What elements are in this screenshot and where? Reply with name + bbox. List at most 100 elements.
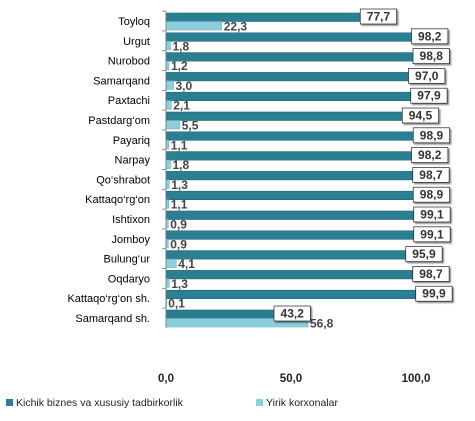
- data-label-series-2: 1,8: [173, 39, 190, 53]
- data-label-box: [415, 285, 453, 302]
- bar-series-2: [165, 258, 177, 268]
- data-label-series-2: 5,5: [182, 119, 199, 133]
- category-label: Ishtixon: [112, 214, 150, 226]
- data-label-series-1: 98,2: [418, 148, 442, 162]
- category-label: Nurobod: [108, 56, 150, 68]
- data-label-series-1: 99,1: [420, 227, 444, 241]
- data-label-series-1: 77,7: [367, 10, 391, 24]
- data-label-box: [411, 147, 449, 163]
- data-label-series-2: 0,9: [170, 237, 187, 251]
- bar-series-2: [165, 199, 170, 209]
- data-label-series-2: 1,8: [173, 158, 190, 172]
- data-label-series-1: 99,1: [420, 208, 444, 222]
- bar-series-2: [165, 179, 170, 189]
- category-label: Kattaqo‘rg‘on: [85, 194, 150, 206]
- category-label: Paxtachi: [108, 95, 150, 107]
- bar-series-1: [165, 230, 415, 240]
- data-label-series-2: 1,3: [171, 178, 188, 192]
- data-label-box: [412, 48, 450, 64]
- bar-series-2: [165, 140, 170, 150]
- data-label-box: [412, 266, 450, 282]
- x-tick-label: 50,0: [280, 373, 302, 385]
- bar-series-1: [165, 91, 412, 101]
- data-label-series-2: 0,1: [168, 297, 185, 311]
- data-label-series-1: 95,9: [412, 247, 436, 261]
- data-label-series-1: 98,7: [419, 168, 443, 182]
- data-label-box: [411, 28, 449, 45]
- data-label-box: [359, 8, 398, 25]
- data-label-series-2: 4,1: [178, 257, 195, 271]
- category-label: Pastdarg‘om: [88, 115, 150, 127]
- data-label-series-1: 98,7: [419, 267, 443, 281]
- data-label-box: [413, 226, 451, 243]
- bar-series-1: [165, 210, 415, 220]
- data-label-box: [412, 127, 451, 144]
- category-label: Samarqand: [93, 75, 150, 87]
- legend-label: Yirik korxonalar: [266, 397, 338, 409]
- legend-swatch: [256, 399, 263, 406]
- data-label-series-1: 98,8: [420, 49, 444, 63]
- bar-series-2: [165, 60, 170, 70]
- data-label-series-2: 1,1: [171, 198, 188, 212]
- data-label-series-1: 98,2: [418, 29, 442, 43]
- bar-series-1: [165, 111, 403, 121]
- bar-series-2: [165, 278, 170, 288]
- category-label: Bulung‘ur: [104, 254, 151, 266]
- data-label-series-1: 97,9: [417, 89, 441, 103]
- data-label-series-2: 56,8: [310, 317, 334, 331]
- category-label: Urgut: [123, 36, 150, 48]
- bar-series-2: [165, 40, 171, 51]
- bar-series-1: [165, 72, 409, 82]
- bar-series-1: [165, 171, 414, 181]
- data-label-box: [401, 107, 440, 124]
- data-label-box: [413, 206, 451, 223]
- bar-series-1: [165, 250, 407, 260]
- data-label-series-2: 2,1: [173, 99, 190, 113]
- bar-series-2: [165, 80, 174, 90]
- bar-series-1: [165, 12, 361, 22]
- category-label: Kattaqo‘rg‘on sh.: [67, 293, 150, 305]
- data-label-series-1: 98,9: [420, 188, 444, 202]
- bar-series-1: [165, 131, 414, 141]
- category-label: Jomboy: [111, 234, 150, 246]
- x-tick-label: 0,0: [158, 373, 174, 385]
- category-label: Payariq: [113, 135, 150, 147]
- bar-series-1: [165, 52, 414, 62]
- data-label-box: [410, 87, 448, 104]
- data-label-box: [408, 68, 446, 84]
- category-label: Qo‘shrabot: [96, 174, 150, 186]
- bar-series-1: [165, 190, 414, 200]
- category-label: Oqdaryo: [108, 273, 150, 285]
- data-label-series-2: 1,1: [171, 138, 188, 152]
- data-label-series-2: 0,9: [170, 218, 187, 232]
- bar-series-1: [165, 270, 414, 280]
- x-tick-label: 100,0: [402, 373, 431, 385]
- data-label-series-2: 3,0: [176, 79, 193, 93]
- data-label-series-1: 43,2: [281, 307, 305, 321]
- category-label: Samarqand sh.: [75, 313, 150, 325]
- bar-series-2: [165, 100, 172, 110]
- legend-label: Kichik biznes va xususiy tadbirkorlik: [16, 397, 184, 409]
- bar-series-2: [165, 159, 171, 169]
- data-label-box: [273, 305, 311, 322]
- data-label-box: [412, 167, 450, 183]
- data-label-box: [412, 186, 451, 203]
- data-label-box: [405, 246, 443, 262]
- bar-series-1: [165, 289, 417, 300]
- data-label-series-1: 97,0: [415, 69, 439, 83]
- bar-series-1: [165, 151, 412, 161]
- data-label-series-2: 1,3: [171, 277, 188, 291]
- data-label-series-1: 99,9: [422, 287, 446, 301]
- bar-series-2: [165, 120, 181, 130]
- bar-series-1: [165, 309, 275, 319]
- bar-series-1: [165, 32, 412, 42]
- data-label-series-2: 1,2: [171, 59, 188, 73]
- data-label-series-1: 98,9: [420, 128, 444, 142]
- category-label: Toyloq: [118, 16, 150, 28]
- data-label-series-1: 94,5: [409, 109, 433, 123]
- data-label-series-2: 22,3: [224, 20, 248, 34]
- category-label: Narpay: [115, 155, 151, 167]
- bar-series-2: [165, 21, 223, 31]
